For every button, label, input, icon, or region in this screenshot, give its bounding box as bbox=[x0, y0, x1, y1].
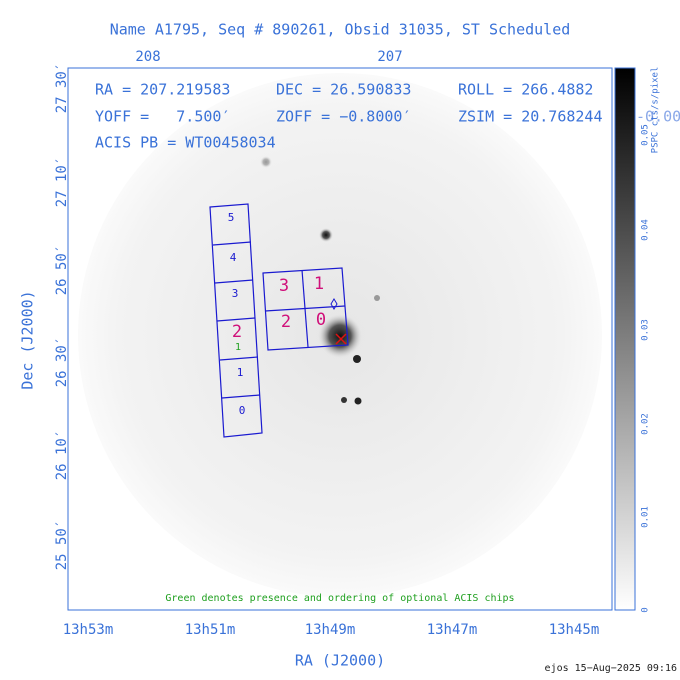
info-dec: DEC = 26.590833 bbox=[276, 81, 411, 99]
chip-border bbox=[214, 279, 254, 284]
y-axis-label: Dec (J2000) bbox=[19, 290, 37, 389]
info-ra: RA = 207.219583 bbox=[95, 81, 230, 99]
optional-chip-label: 1 bbox=[235, 342, 241, 353]
colorbar-tick-label: 0.02 bbox=[641, 413, 651, 435]
chip-border bbox=[264, 305, 346, 312]
i-array-outline bbox=[262, 267, 349, 351]
chip-border bbox=[219, 356, 259, 361]
point-source bbox=[354, 397, 362, 405]
point-source bbox=[353, 355, 361, 363]
bottom-tick-label: 13h49m bbox=[305, 622, 356, 638]
chip-label: 2 bbox=[232, 322, 242, 342]
chip-label: 3 bbox=[279, 276, 289, 296]
x-axis-label: RA (J2000) bbox=[295, 652, 385, 670]
left-tick-label: 26 50′ bbox=[54, 245, 70, 296]
chip-border bbox=[212, 241, 252, 246]
chip-label: 3 bbox=[232, 287, 239, 300]
bottom-tick-label: 13h51m bbox=[185, 622, 236, 638]
info-yoff: YOFF = 7.500′ bbox=[95, 108, 230, 126]
colorbar-tick-label: 0.05 bbox=[641, 124, 651, 146]
chip-label: 1 bbox=[237, 366, 244, 379]
info-roll: ROLL = 266.4882 bbox=[458, 81, 593, 99]
s-array-outline bbox=[209, 203, 263, 438]
colorbar bbox=[614, 67, 636, 611]
left-tick-label: 27 10′ bbox=[54, 157, 70, 208]
footer: ejos 15−Aug−2025 09:16 bbox=[545, 663, 677, 674]
chip-label: 4 bbox=[230, 251, 237, 264]
colorbar-tick-label: 0 bbox=[641, 607, 651, 612]
chip-label: 1 bbox=[314, 274, 324, 294]
bottom-tick-label: 13h47m bbox=[427, 622, 478, 638]
left-tick-label: 26 10′ bbox=[54, 430, 70, 481]
left-tick-label: 27 30′ bbox=[54, 63, 70, 114]
chip-border bbox=[216, 317, 256, 322]
bottom-tick-label: 13h45m bbox=[549, 622, 600, 638]
chip-border bbox=[221, 394, 261, 399]
colorbar-label: PSPC cts/s/pixel bbox=[651, 67, 661, 154]
info-zoff: ZOFF = −0.8000′ bbox=[276, 108, 411, 126]
bottom-tick-label: 13h53m bbox=[63, 622, 114, 638]
left-tick-label: 26 30′ bbox=[54, 337, 70, 388]
chip-label: 2 bbox=[281, 312, 291, 332]
info-zsim-overlap: -0.0085 bbox=[636, 108, 680, 126]
chip-label: 5 bbox=[228, 211, 235, 224]
point-source bbox=[319, 228, 333, 242]
colorbar-tick-label: 0.01 bbox=[641, 506, 651, 528]
cluster-source bbox=[318, 314, 362, 358]
point-source bbox=[260, 156, 272, 168]
chip-label: 0 bbox=[239, 404, 246, 417]
title: Name A1795, Seq # 890261, Obsid 31035, S… bbox=[110, 21, 571, 39]
aimpoint-marker bbox=[330, 298, 338, 310]
chip-label: 0 bbox=[316, 310, 326, 330]
top-tick-label: 208 bbox=[135, 49, 160, 65]
top-tick-label: 207 bbox=[377, 49, 402, 65]
point-source bbox=[374, 295, 380, 301]
note: Green denotes presence and ordering of o… bbox=[165, 593, 514, 604]
colorbar-tick-label: 0.04 bbox=[641, 219, 651, 241]
target-marker bbox=[335, 333, 347, 345]
colorbar-tick-label: 0.03 bbox=[641, 319, 651, 341]
info-zsim: ZSIM = 20.768244 bbox=[458, 108, 603, 126]
info-acis-pb: ACIS PB = WT00458034 bbox=[95, 134, 276, 152]
left-tick-label: 25 50′ bbox=[54, 520, 70, 571]
point-source bbox=[341, 397, 347, 403]
